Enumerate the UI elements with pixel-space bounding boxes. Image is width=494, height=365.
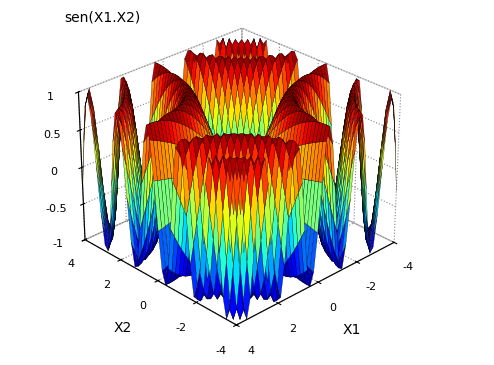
- X-axis label: X1: X1: [342, 323, 361, 337]
- Y-axis label: X2: X2: [114, 321, 132, 335]
- Text: sen(X1.X2): sen(X1.X2): [65, 11, 141, 24]
